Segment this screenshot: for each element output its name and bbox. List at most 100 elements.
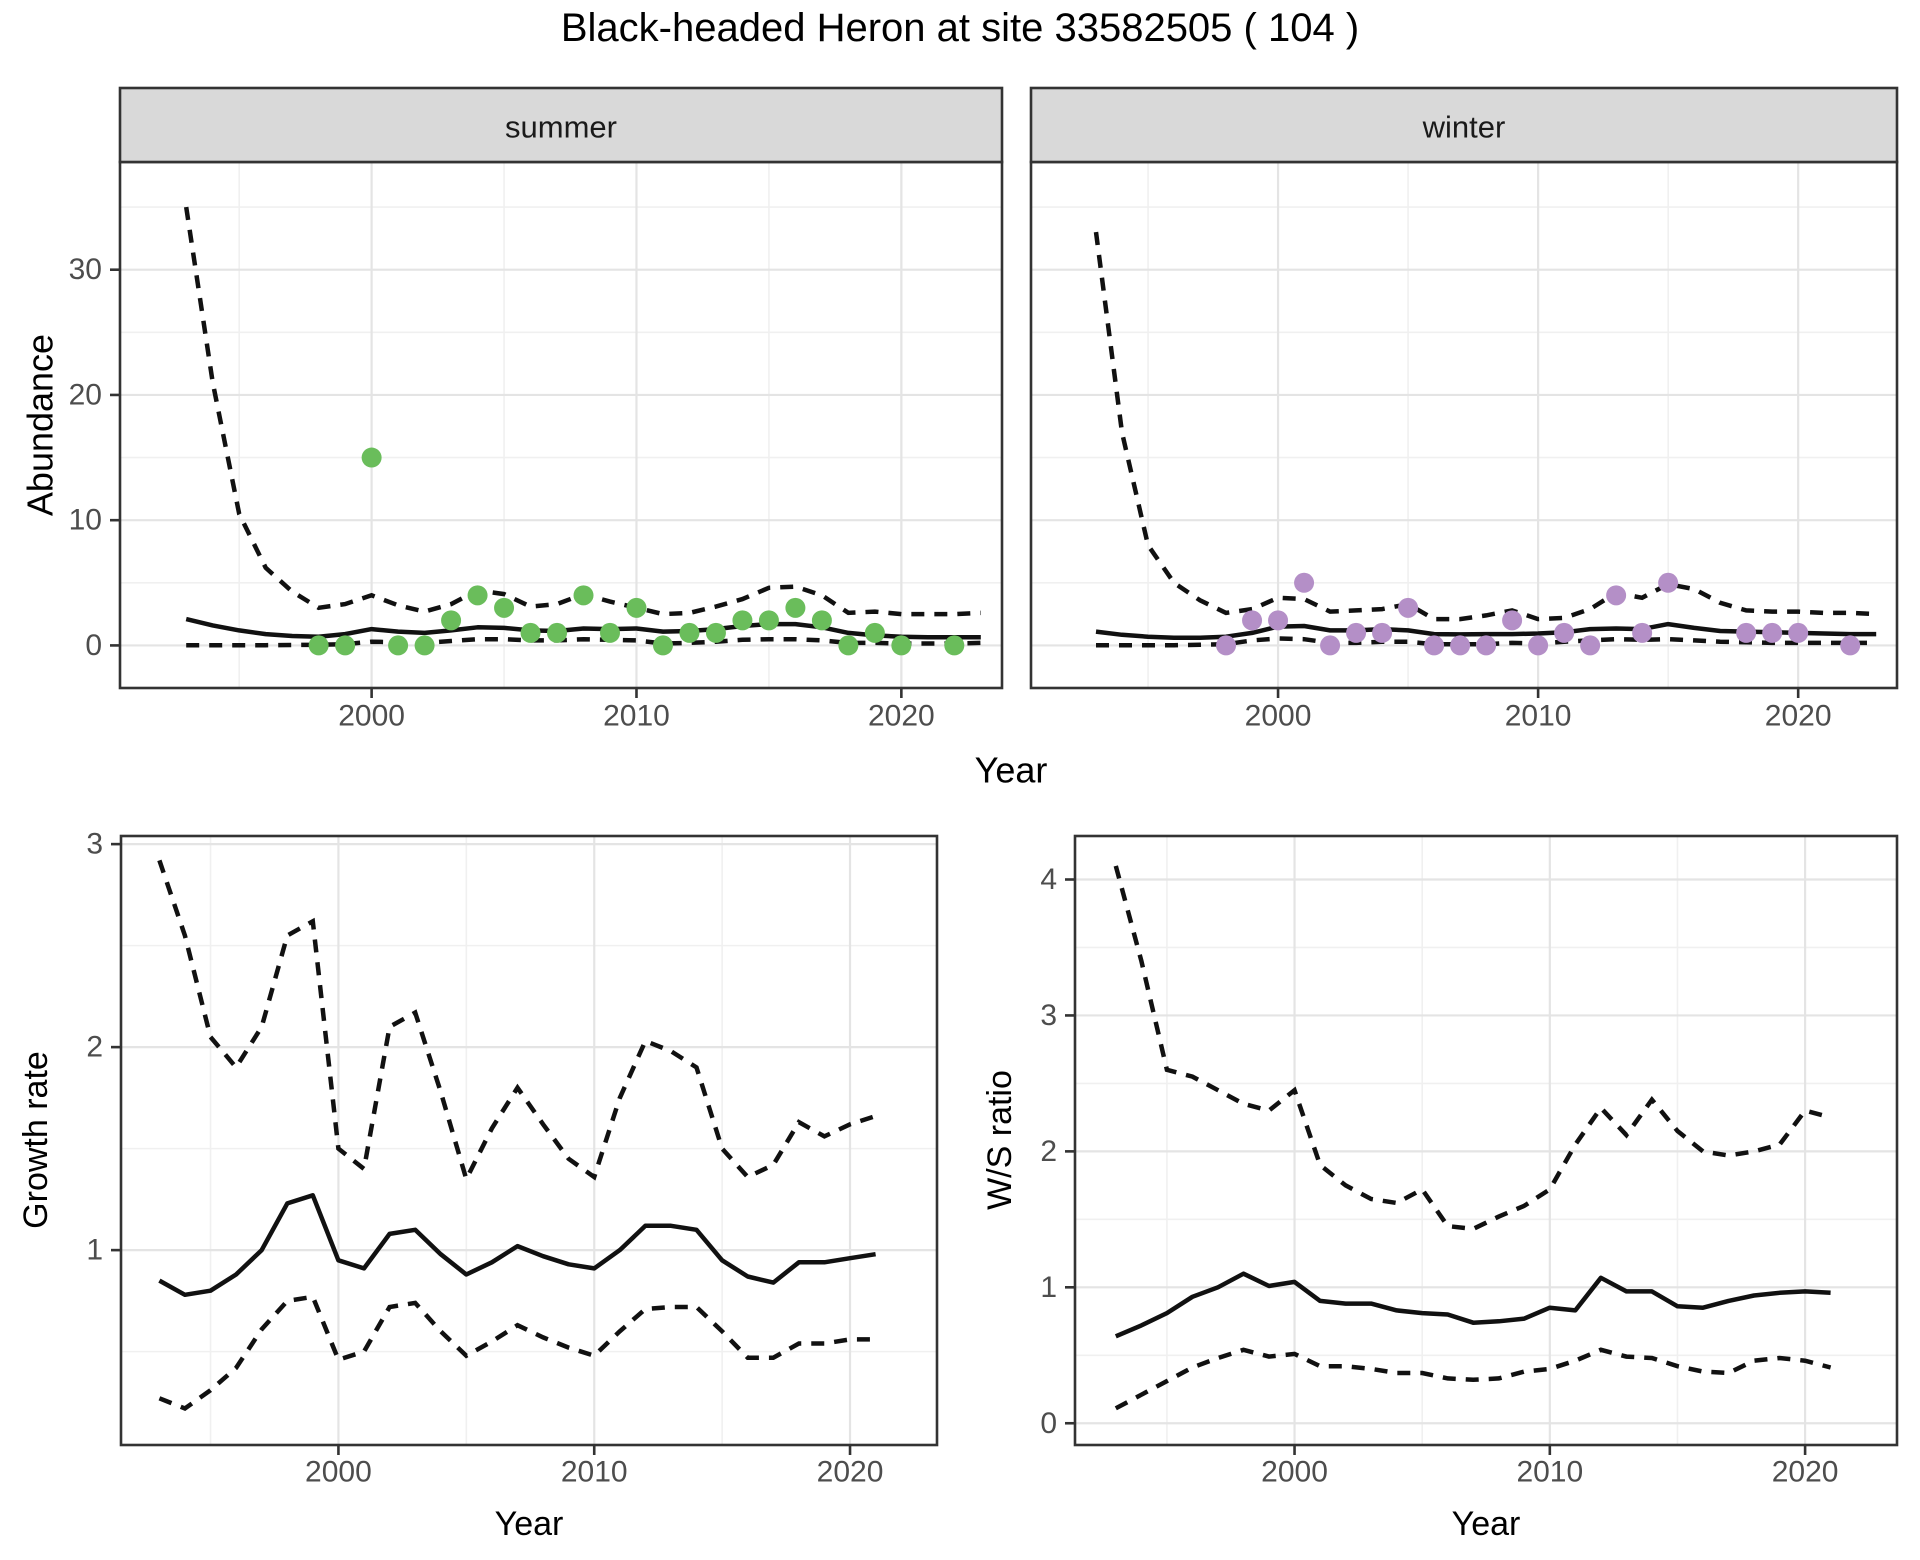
ws-ratio-upper-ci-line (1113, 865, 1832, 1232)
growth-rate-upper-ci-line (157, 859, 877, 1186)
data-point (758, 610, 779, 631)
y-axis-title: Abundance (20, 334, 61, 516)
data-point (1294, 572, 1315, 593)
figure-title: Black-headed Heron at site 33582505 ( 10… (560, 6, 1360, 50)
data-point (1580, 635, 1601, 656)
panel-border (119, 834, 939, 1447)
data-point (1268, 610, 1289, 631)
x-tick-label: 2010 (561, 1456, 628, 1489)
x-tick-label: 2020 (868, 700, 935, 733)
data-point (1372, 622, 1393, 643)
data-point (388, 635, 409, 656)
data-point (732, 610, 753, 631)
x-tick-label: 2010 (603, 700, 670, 733)
y-tick-label: 30 (69, 253, 102, 286)
data-point (1632, 622, 1653, 643)
data-point (335, 635, 356, 656)
panel-abundance-summer: summer 2000 2010 2020 0 10 20 30 (69, 86, 1004, 733)
abundance-summer-lower-ci-line (186, 636, 981, 648)
y-tick-label: 10 (69, 504, 102, 537)
abundance-winter-upper-ci-line (1093, 231, 1877, 622)
data-point (679, 622, 700, 643)
panel-growth-rate: 2000 2010 2020 1 2 3 Growth rate Year (17, 828, 939, 1543)
data-point (1762, 622, 1783, 643)
data-point (864, 622, 885, 643)
growth-rate-lower-ci-line (158, 1294, 876, 1412)
growth-rate-mean-line (158, 1193, 876, 1298)
y-tick-label: 2 (86, 1031, 103, 1064)
x-tick-label: 2000 (338, 700, 405, 733)
y-tick-label: 0 (85, 629, 102, 662)
data-point (785, 597, 806, 618)
y-tick-label: 1 (86, 1234, 103, 1267)
data-point (1528, 635, 1549, 656)
y-tick-label: 20 (69, 378, 102, 411)
data-point (1840, 635, 1861, 656)
data-point (626, 597, 647, 618)
data-point (1242, 610, 1263, 631)
data-point (1502, 610, 1523, 631)
data-point (1346, 622, 1367, 643)
y-axis-title: W/S ratio (981, 1070, 1019, 1210)
y-tick-label: 4 (1040, 863, 1057, 896)
facet-strip (1029, 86, 1899, 164)
y-tick-label: 2 (1040, 1135, 1057, 1168)
x-tick-label: 2020 (1765, 700, 1832, 733)
data-point (467, 585, 488, 606)
data-point (414, 635, 435, 656)
panel-ws-ratio: 2000 2010 2020 0 1 2 3 4 W/S ratio Year (981, 834, 1899, 1543)
x-tick-label: 2010 (1505, 700, 1572, 733)
data-point (1424, 635, 1445, 656)
x-tick-label: 2000 (305, 1456, 372, 1489)
facet-strip (118, 86, 1004, 164)
panel-border (1073, 834, 1899, 1447)
ws-ratio-mean-line (1114, 1271, 1831, 1339)
facet-strip-label: summer (505, 110, 617, 145)
panel-abundance-winter: winter 2000 2010 2020 (1029, 86, 1899, 733)
data-point (705, 622, 726, 643)
y-tick-label: 1 (1040, 1271, 1057, 1304)
data-point (441, 610, 462, 631)
data-point (573, 585, 594, 606)
data-point (1554, 622, 1575, 643)
data-point (1476, 635, 1497, 656)
shared-axis-titles: Abundance Year (20, 334, 1048, 791)
x-tick-label: 2020 (1772, 1456, 1839, 1489)
x-tick-label: 2000 (1245, 700, 1312, 733)
data-point (494, 597, 515, 618)
data-point (838, 635, 859, 656)
abundance-winter-points (1216, 572, 1861, 656)
data-point (1606, 585, 1627, 606)
data-point (1450, 635, 1471, 656)
data-point (361, 447, 382, 468)
x-tick-label: 2010 (1516, 1456, 1583, 1489)
data-point (1216, 635, 1237, 656)
facet-strip-label: winter (1422, 110, 1506, 145)
data-point (547, 622, 568, 643)
x-tick-label: 2020 (817, 1456, 884, 1489)
ws-ratio-lower-ci-line (1114, 1347, 1832, 1411)
y-axis-title: Growth rate (17, 1051, 55, 1229)
data-point (891, 635, 912, 656)
data-point (1736, 622, 1757, 643)
data-point (308, 635, 329, 656)
x-axis-title: Year (1452, 1505, 1521, 1543)
data-point (1658, 572, 1679, 593)
y-tick-label: 3 (1040, 999, 1057, 1032)
y-tick-label: 0 (1040, 1407, 1057, 1440)
x-axis-title: Year (495, 1505, 564, 1543)
data-point (1398, 597, 1419, 618)
data-point (1320, 635, 1341, 656)
data-point (600, 622, 620, 643)
data-point (1788, 622, 1809, 643)
x-axis-title: Year (975, 750, 1048, 791)
data-point (652, 635, 673, 656)
data-point (811, 610, 832, 631)
x-tick-label: 2000 (1261, 1456, 1328, 1489)
abundance-summer-points (308, 447, 965, 656)
data-point (944, 635, 965, 656)
data-point (520, 622, 541, 643)
y-tick-label: 3 (86, 828, 103, 861)
